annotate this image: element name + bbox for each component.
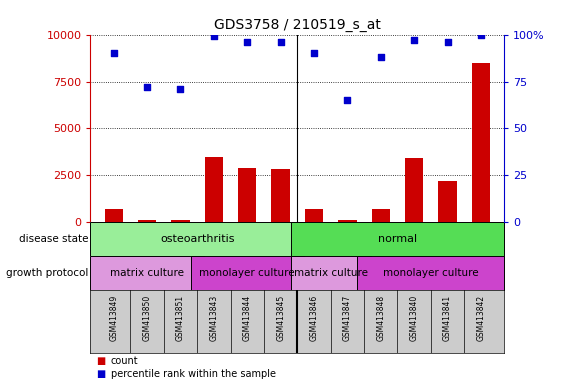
Point — [142, 84, 152, 90]
Text: GSM413845: GSM413845 — [276, 295, 285, 341]
Text: growth protocol: growth protocol — [6, 268, 89, 278]
Text: GSM413840: GSM413840 — [410, 295, 419, 341]
Point — [310, 50, 319, 56]
Text: monolayer culture: monolayer culture — [383, 268, 479, 278]
Text: percentile rank within the sample: percentile rank within the sample — [111, 369, 276, 379]
Bar — [371, 209, 390, 222]
Point — [176, 86, 185, 92]
Bar — [104, 209, 123, 222]
Point — [409, 37, 419, 43]
Bar — [90, 256, 204, 290]
Point — [243, 39, 252, 45]
Text: matrix culture: matrix culture — [110, 268, 184, 278]
Point — [476, 31, 486, 38]
Text: GSM413851: GSM413851 — [176, 295, 185, 341]
Bar — [357, 256, 504, 290]
Text: count: count — [111, 356, 138, 366]
Bar — [405, 159, 423, 222]
Point — [276, 39, 285, 45]
Text: matrix culture: matrix culture — [294, 268, 368, 278]
Bar — [438, 181, 456, 222]
Text: ■: ■ — [96, 369, 106, 379]
Point — [343, 97, 352, 103]
Bar — [171, 220, 189, 222]
Text: GSM413842: GSM413842 — [476, 295, 486, 341]
Bar — [472, 63, 490, 222]
Text: disease state: disease state — [19, 234, 89, 244]
Bar — [205, 157, 223, 222]
Text: normal: normal — [378, 234, 417, 244]
Point — [376, 54, 385, 60]
Bar — [272, 169, 290, 222]
Point — [443, 39, 452, 45]
Text: GSM413843: GSM413843 — [209, 295, 219, 341]
Text: monolayer culture: monolayer culture — [199, 268, 295, 278]
Bar — [338, 220, 357, 222]
Bar — [138, 220, 156, 222]
Text: GSM413847: GSM413847 — [343, 295, 352, 341]
Text: GSM413848: GSM413848 — [376, 295, 385, 341]
Text: GSM413846: GSM413846 — [310, 295, 318, 341]
Text: GSM413850: GSM413850 — [143, 295, 152, 341]
Text: GSM413849: GSM413849 — [109, 295, 118, 341]
Point — [209, 33, 219, 40]
Bar — [291, 222, 504, 256]
Text: GSM413844: GSM413844 — [243, 295, 252, 341]
Bar — [90, 222, 304, 256]
Bar — [291, 256, 371, 290]
Point — [109, 50, 118, 56]
Bar — [305, 209, 323, 222]
Bar — [191, 256, 304, 290]
Title: GDS3758 / 210519_s_at: GDS3758 / 210519_s_at — [214, 18, 381, 32]
Text: GSM413841: GSM413841 — [443, 295, 452, 341]
Text: ■: ■ — [96, 356, 106, 366]
Bar — [238, 168, 257, 222]
Text: osteoarthritis: osteoarthritis — [160, 234, 234, 244]
